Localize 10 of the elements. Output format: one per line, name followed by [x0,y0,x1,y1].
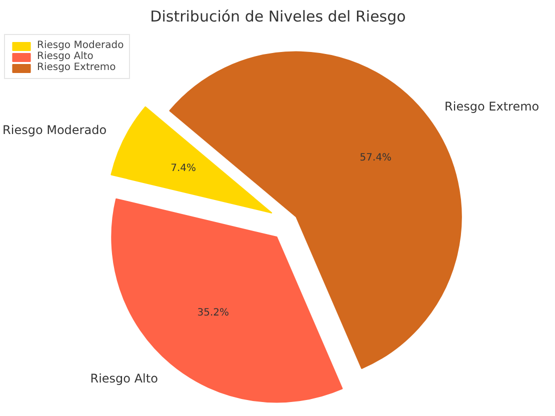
slice-label: Riesgo Extremo [444,100,540,114]
chart-title: Distribución de Niveles del Riesgo [150,8,406,26]
data-label: 7.4% [170,163,196,174]
data-label: 57.4% [360,152,392,164]
data-label: 35.2% [197,307,230,318]
legend-label: Riesgo Alto [37,51,94,62]
legend-label: Riesgo Moderado [37,40,124,51]
legend-label: Riesgo Extremo [37,62,116,73]
slice-label: Riesgo Alto [90,372,158,386]
slice-label: Riesgo Moderado [2,123,107,138]
